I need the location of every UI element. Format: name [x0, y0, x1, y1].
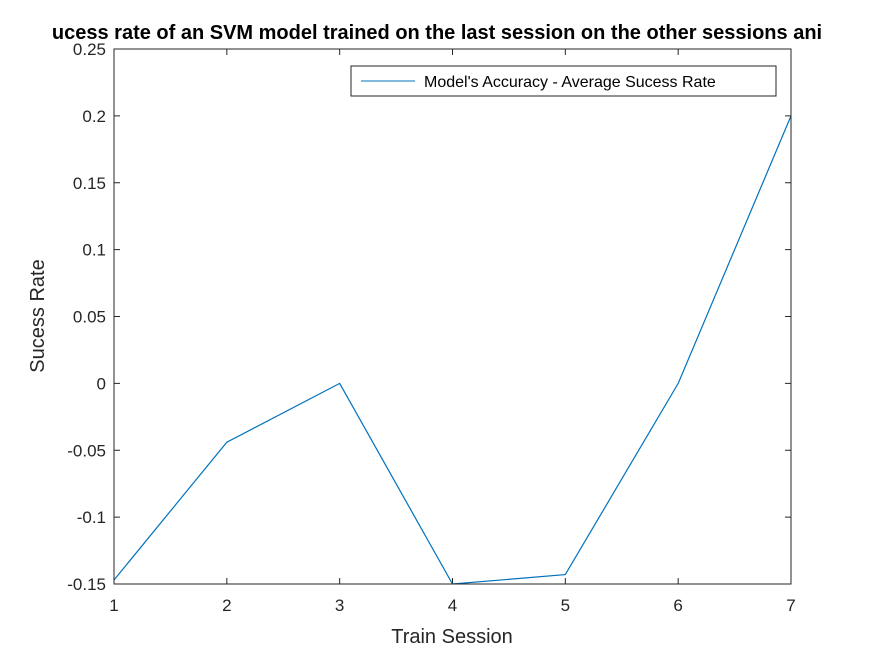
x-tick-label: 2	[222, 596, 231, 615]
y-tick-label: -0.15	[67, 575, 106, 594]
x-tick-label: 1	[109, 596, 118, 615]
legend: Model's Accuracy - Average Sucess Rate	[350, 65, 777, 97]
data-point	[339, 382, 341, 384]
legend-box	[350, 65, 777, 97]
x-tick-label: 7	[786, 596, 795, 615]
data-point	[226, 441, 228, 443]
x-tick-label: 5	[561, 596, 570, 615]
y-tick-label: 0	[97, 374, 106, 393]
y-axis-label: Sucess Rate	[27, 259, 49, 372]
data-point	[564, 574, 566, 576]
y-tick-label: 0.1	[82, 241, 106, 260]
x-tick-label: 3	[335, 596, 344, 615]
plot-area	[114, 49, 791, 584]
y-tick-label: 0.25	[73, 40, 106, 59]
y-tick-label: 0.15	[73, 174, 106, 193]
y-tick-label: 0.2	[82, 107, 106, 126]
x-axis-label: Train Session	[391, 626, 513, 648]
y-tick-label: -0.1	[77, 508, 106, 527]
chart-title: ucess rate of an SVM model trained on th…	[52, 22, 822, 44]
data-point	[677, 382, 679, 384]
ticks-layer: 1 2 3 4 5 6 7 -0.15 -0.1 -0.05 0 0.05 0.1 0.15 0.2 0.25	[67, 40, 795, 615]
x-tick-label: 6	[673, 596, 682, 615]
y-tick-label: -0.05	[67, 441, 106, 460]
axes-box	[113, 48, 792, 585]
x-tick-label: 4	[448, 596, 457, 615]
legend-entry-label: Model's Accuracy - Average Sucess Rate	[424, 74, 716, 91]
y-tick-label: 0.05	[73, 308, 106, 327]
